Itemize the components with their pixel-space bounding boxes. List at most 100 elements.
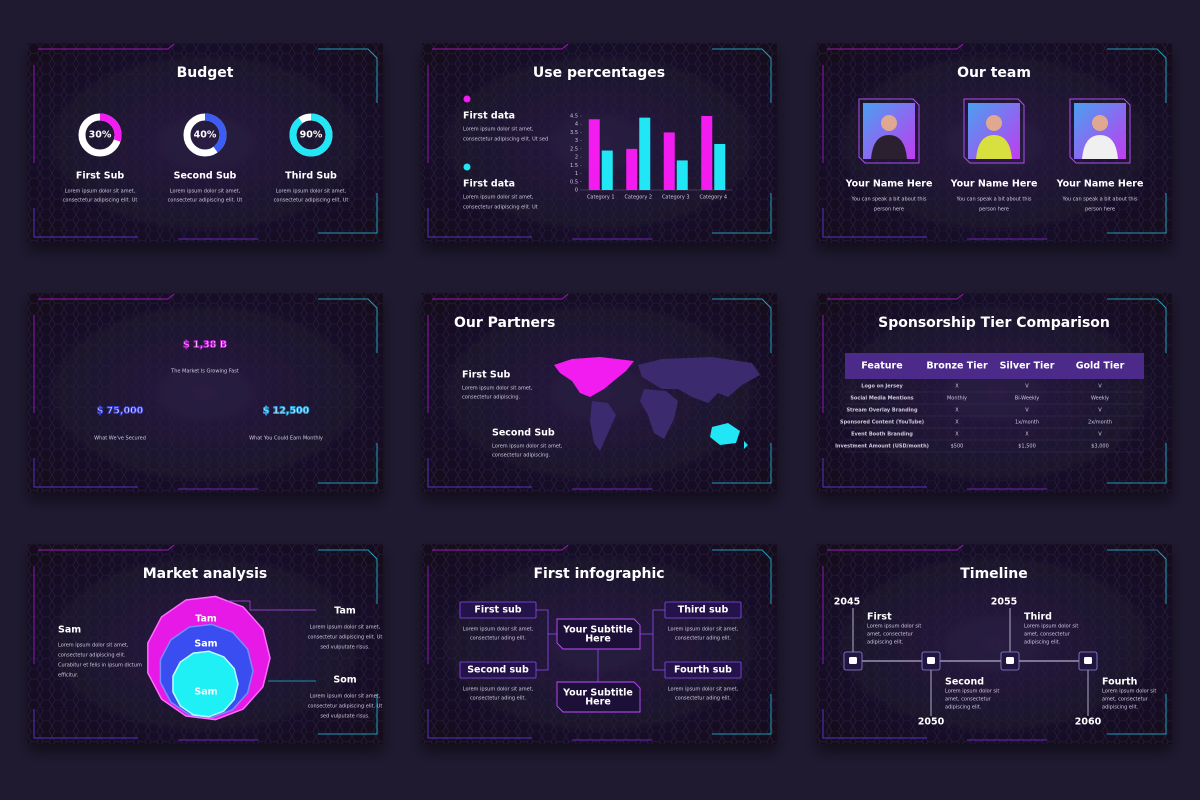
node-icon bbox=[1006, 657, 1014, 664]
text: First data bbox=[463, 111, 515, 122]
text: Lorem ipsum dolor sit bbox=[867, 624, 921, 630]
frame-line bbox=[827, 293, 964, 300]
text: Lorem ipsum dolor sit amet, bbox=[462, 386, 533, 392]
node-icon bbox=[1084, 657, 1092, 664]
text: First Sub bbox=[462, 370, 511, 381]
text: 1 bbox=[575, 171, 578, 177]
text: Here bbox=[585, 697, 611, 708]
text: 2050 bbox=[918, 717, 945, 728]
frame-line bbox=[1107, 48, 1167, 103]
photo-head bbox=[881, 115, 897, 131]
text: consectetur adipiscing elit. Ut bbox=[168, 198, 243, 204]
text: Market analysis bbox=[143, 566, 268, 582]
photo-head bbox=[986, 115, 1002, 131]
text: Event Booth Branding bbox=[851, 432, 913, 438]
text: X bbox=[955, 420, 959, 426]
bar bbox=[663, 132, 675, 190]
text: consectetur adipiscing. bbox=[462, 395, 520, 401]
text: Silver Tier bbox=[1000, 361, 1055, 372]
frame-line bbox=[318, 694, 378, 735]
text: Gold Tier bbox=[1076, 361, 1125, 372]
donut-arc bbox=[183, 113, 227, 157]
text: 4 bbox=[575, 122, 578, 128]
frame-line bbox=[827, 544, 964, 551]
text: 1x/month bbox=[1015, 420, 1039, 426]
bar bbox=[601, 150, 613, 190]
frame-line bbox=[427, 709, 532, 739]
text: Investment Amount (USD/month) bbox=[835, 444, 929, 450]
text: Second Sub bbox=[492, 428, 555, 439]
text: adipiscing elit. bbox=[1102, 705, 1139, 711]
text: amet, consectetur bbox=[867, 632, 914, 638]
text: adipiscing elit. bbox=[1024, 640, 1061, 646]
text: First sub bbox=[474, 605, 521, 616]
frame-line bbox=[1107, 549, 1167, 604]
text: Category 1 bbox=[587, 195, 615, 201]
text: 30% bbox=[89, 130, 112, 141]
text: X bbox=[1025, 432, 1029, 438]
text: V bbox=[1098, 384, 1102, 390]
text: V bbox=[1098, 408, 1102, 414]
text: sed vulputate risus. bbox=[320, 645, 370, 651]
text: Lorem ipsum dolor sit amet, bbox=[310, 625, 381, 631]
slide: Our team Your Name Here You can speak a bi… bbox=[817, 43, 1172, 243]
photo-frame bbox=[858, 98, 920, 164]
text: Your Name Here bbox=[950, 179, 1038, 190]
text: Fourth sub bbox=[674, 665, 732, 676]
text: Our team bbox=[957, 65, 1031, 81]
text: Bi-Weekly bbox=[1015, 396, 1040, 402]
frame-line bbox=[38, 43, 175, 50]
text: 0.5 bbox=[570, 179, 578, 185]
frame-line bbox=[318, 549, 378, 604]
text: Your Subtitle bbox=[562, 625, 633, 636]
text: Lorem ipsum dolor sit amet, bbox=[276, 189, 347, 195]
text: Lorem ipsum dolor sit amet, bbox=[58, 643, 129, 649]
text: You can speak a bit about this bbox=[955, 197, 1031, 203]
text: Lorem ipsum dolor sit bbox=[1102, 689, 1156, 695]
text: Monthly bbox=[947, 396, 967, 402]
text: consectetur adipiscing elit. Ut sed bbox=[463, 137, 548, 143]
text: First infographic bbox=[533, 566, 664, 582]
frame-line bbox=[427, 208, 532, 238]
text: $1,500 bbox=[1018, 444, 1036, 450]
text: Som bbox=[333, 675, 356, 686]
slide: $ 1,38 B The Market Is Growing Fast $ 75,0… bbox=[28, 293, 383, 493]
text: consectetur ading elit. bbox=[675, 696, 732, 702]
frame-line bbox=[33, 709, 138, 739]
text: Bronze Tier bbox=[926, 361, 988, 372]
bar bbox=[676, 160, 688, 190]
text: 2 bbox=[575, 155, 578, 161]
leader bbox=[228, 600, 316, 611]
slide: First infographic First sub Lorem ipsum do… bbox=[422, 544, 777, 744]
text: V bbox=[1098, 432, 1102, 438]
text: Your Name Here bbox=[845, 179, 933, 190]
text: Lorem ipsum dolor sit bbox=[1024, 624, 1078, 630]
text: Feature bbox=[861, 361, 902, 372]
text: Stream Overlay Branding bbox=[846, 408, 918, 414]
frame-line bbox=[432, 544, 569, 551]
frame-line bbox=[1107, 193, 1167, 234]
text: $ 1,38 B bbox=[183, 340, 227, 351]
map-region bbox=[554, 357, 634, 397]
frame-line bbox=[33, 458, 138, 488]
text: Timeline bbox=[960, 566, 1028, 582]
frame-line bbox=[432, 293, 569, 300]
text: consectetur adipiscing elit. bbox=[58, 653, 126, 659]
map-region bbox=[638, 357, 760, 403]
text: consectetur adipiscing. bbox=[492, 453, 550, 459]
frame-line bbox=[712, 193, 772, 234]
text: $ 75,000 bbox=[97, 406, 144, 417]
frame-line bbox=[822, 208, 927, 238]
photo-body bbox=[976, 135, 1012, 159]
text: Tam bbox=[334, 606, 356, 617]
text: Lorem ipsum dolor sit amet, bbox=[668, 687, 739, 693]
bar bbox=[588, 119, 600, 190]
text: $ 12,500 bbox=[263, 406, 310, 417]
text: consectetur adipiscing elit. Ut bbox=[308, 635, 383, 641]
text: adipiscing elit. bbox=[945, 705, 982, 711]
text: Here bbox=[585, 634, 611, 645]
text: First Sub bbox=[76, 171, 125, 182]
text: consectetur adipiscing elit. Ut bbox=[63, 198, 138, 204]
text: consectetur ading elit. bbox=[675, 636, 732, 642]
text: Second sub bbox=[467, 665, 529, 676]
